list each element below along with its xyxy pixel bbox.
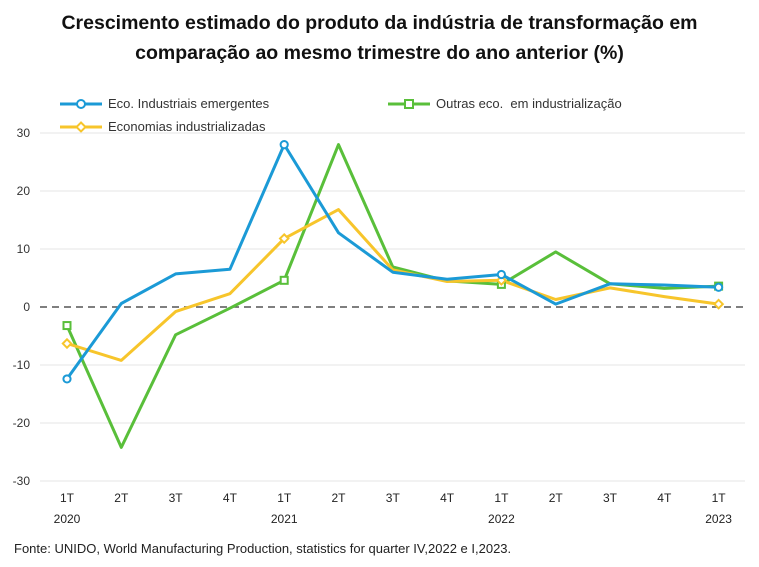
x-tick-label: 2T xyxy=(114,491,129,505)
chart-title-line-1: Crescimento estimado do produto da indús… xyxy=(61,12,698,34)
x-tick-label: 3T xyxy=(386,491,401,505)
x-tick-label: 1T xyxy=(494,491,509,505)
series-line-emerging xyxy=(65,143,721,381)
y-tick-label: 10 xyxy=(17,242,31,256)
legend-item-industrialized: Economias industrializadas xyxy=(58,119,266,134)
legend-label-industrializing: Outras eco. em industrialização xyxy=(436,96,622,111)
data-point-industrialized xyxy=(712,298,725,310)
y-tick-label: 0 xyxy=(23,300,30,314)
data-point-industrializing xyxy=(62,321,72,331)
chart-title-line-2: comparação ao mesmo trimestre do ano ant… xyxy=(135,42,624,64)
legend-item-industrializing: Outras eco. em industrialização xyxy=(386,96,622,111)
series-line-industrialized xyxy=(65,208,721,362)
x-tick-label: 4T xyxy=(440,491,455,505)
source-note: Fonte: UNIDO, World Manufacturing Produc… xyxy=(14,541,512,556)
x-year-label: 2020 xyxy=(54,512,81,526)
x-tick-label: 2T xyxy=(331,491,346,505)
data-point-emerging xyxy=(279,140,289,150)
legend-label-industrialized: Economias industrializadas xyxy=(108,119,266,134)
data-point-emerging xyxy=(714,282,724,292)
legend-swatch-industrializing xyxy=(388,98,430,109)
x-tick-label: 1T xyxy=(60,491,75,505)
x-tick-label: 1T xyxy=(712,491,727,505)
data-point-industrialized xyxy=(61,337,73,350)
y-tick-label: -20 xyxy=(13,416,31,430)
x-tick-label: 2T xyxy=(549,491,564,505)
x-tick-label: 4T xyxy=(657,491,672,505)
chart-title: Crescimento estimado do produto da indús… xyxy=(0,8,759,68)
y-tick-label: 20 xyxy=(17,184,31,198)
data-point-industrialized xyxy=(278,232,290,245)
x-year-label: 2023 xyxy=(705,512,732,526)
x-tick-label: 4T xyxy=(223,491,238,505)
legend-swatch-industrialized xyxy=(60,120,102,133)
data-point-emerging xyxy=(496,269,506,280)
y-tick-label: -10 xyxy=(13,358,31,372)
x-tick-label: 1T xyxy=(277,491,292,505)
x-year-label: 2022 xyxy=(488,512,515,526)
series-line-industrializing xyxy=(65,143,721,449)
x-tick-label: 3T xyxy=(169,491,184,505)
y-tick-label: 30 xyxy=(17,126,31,140)
x-tick-label: 3T xyxy=(603,491,618,505)
data-point-industrializing xyxy=(279,275,289,285)
legend-item-emerging: Eco. Industriais emergentes xyxy=(58,96,269,111)
legend-swatch-emerging xyxy=(60,98,102,109)
x-year-label: 2021 xyxy=(271,512,298,526)
legend-label-emerging: Eco. Industriais emergentes xyxy=(108,96,270,111)
y-tick-label: -30 xyxy=(13,474,31,488)
data-point-emerging xyxy=(62,374,72,384)
